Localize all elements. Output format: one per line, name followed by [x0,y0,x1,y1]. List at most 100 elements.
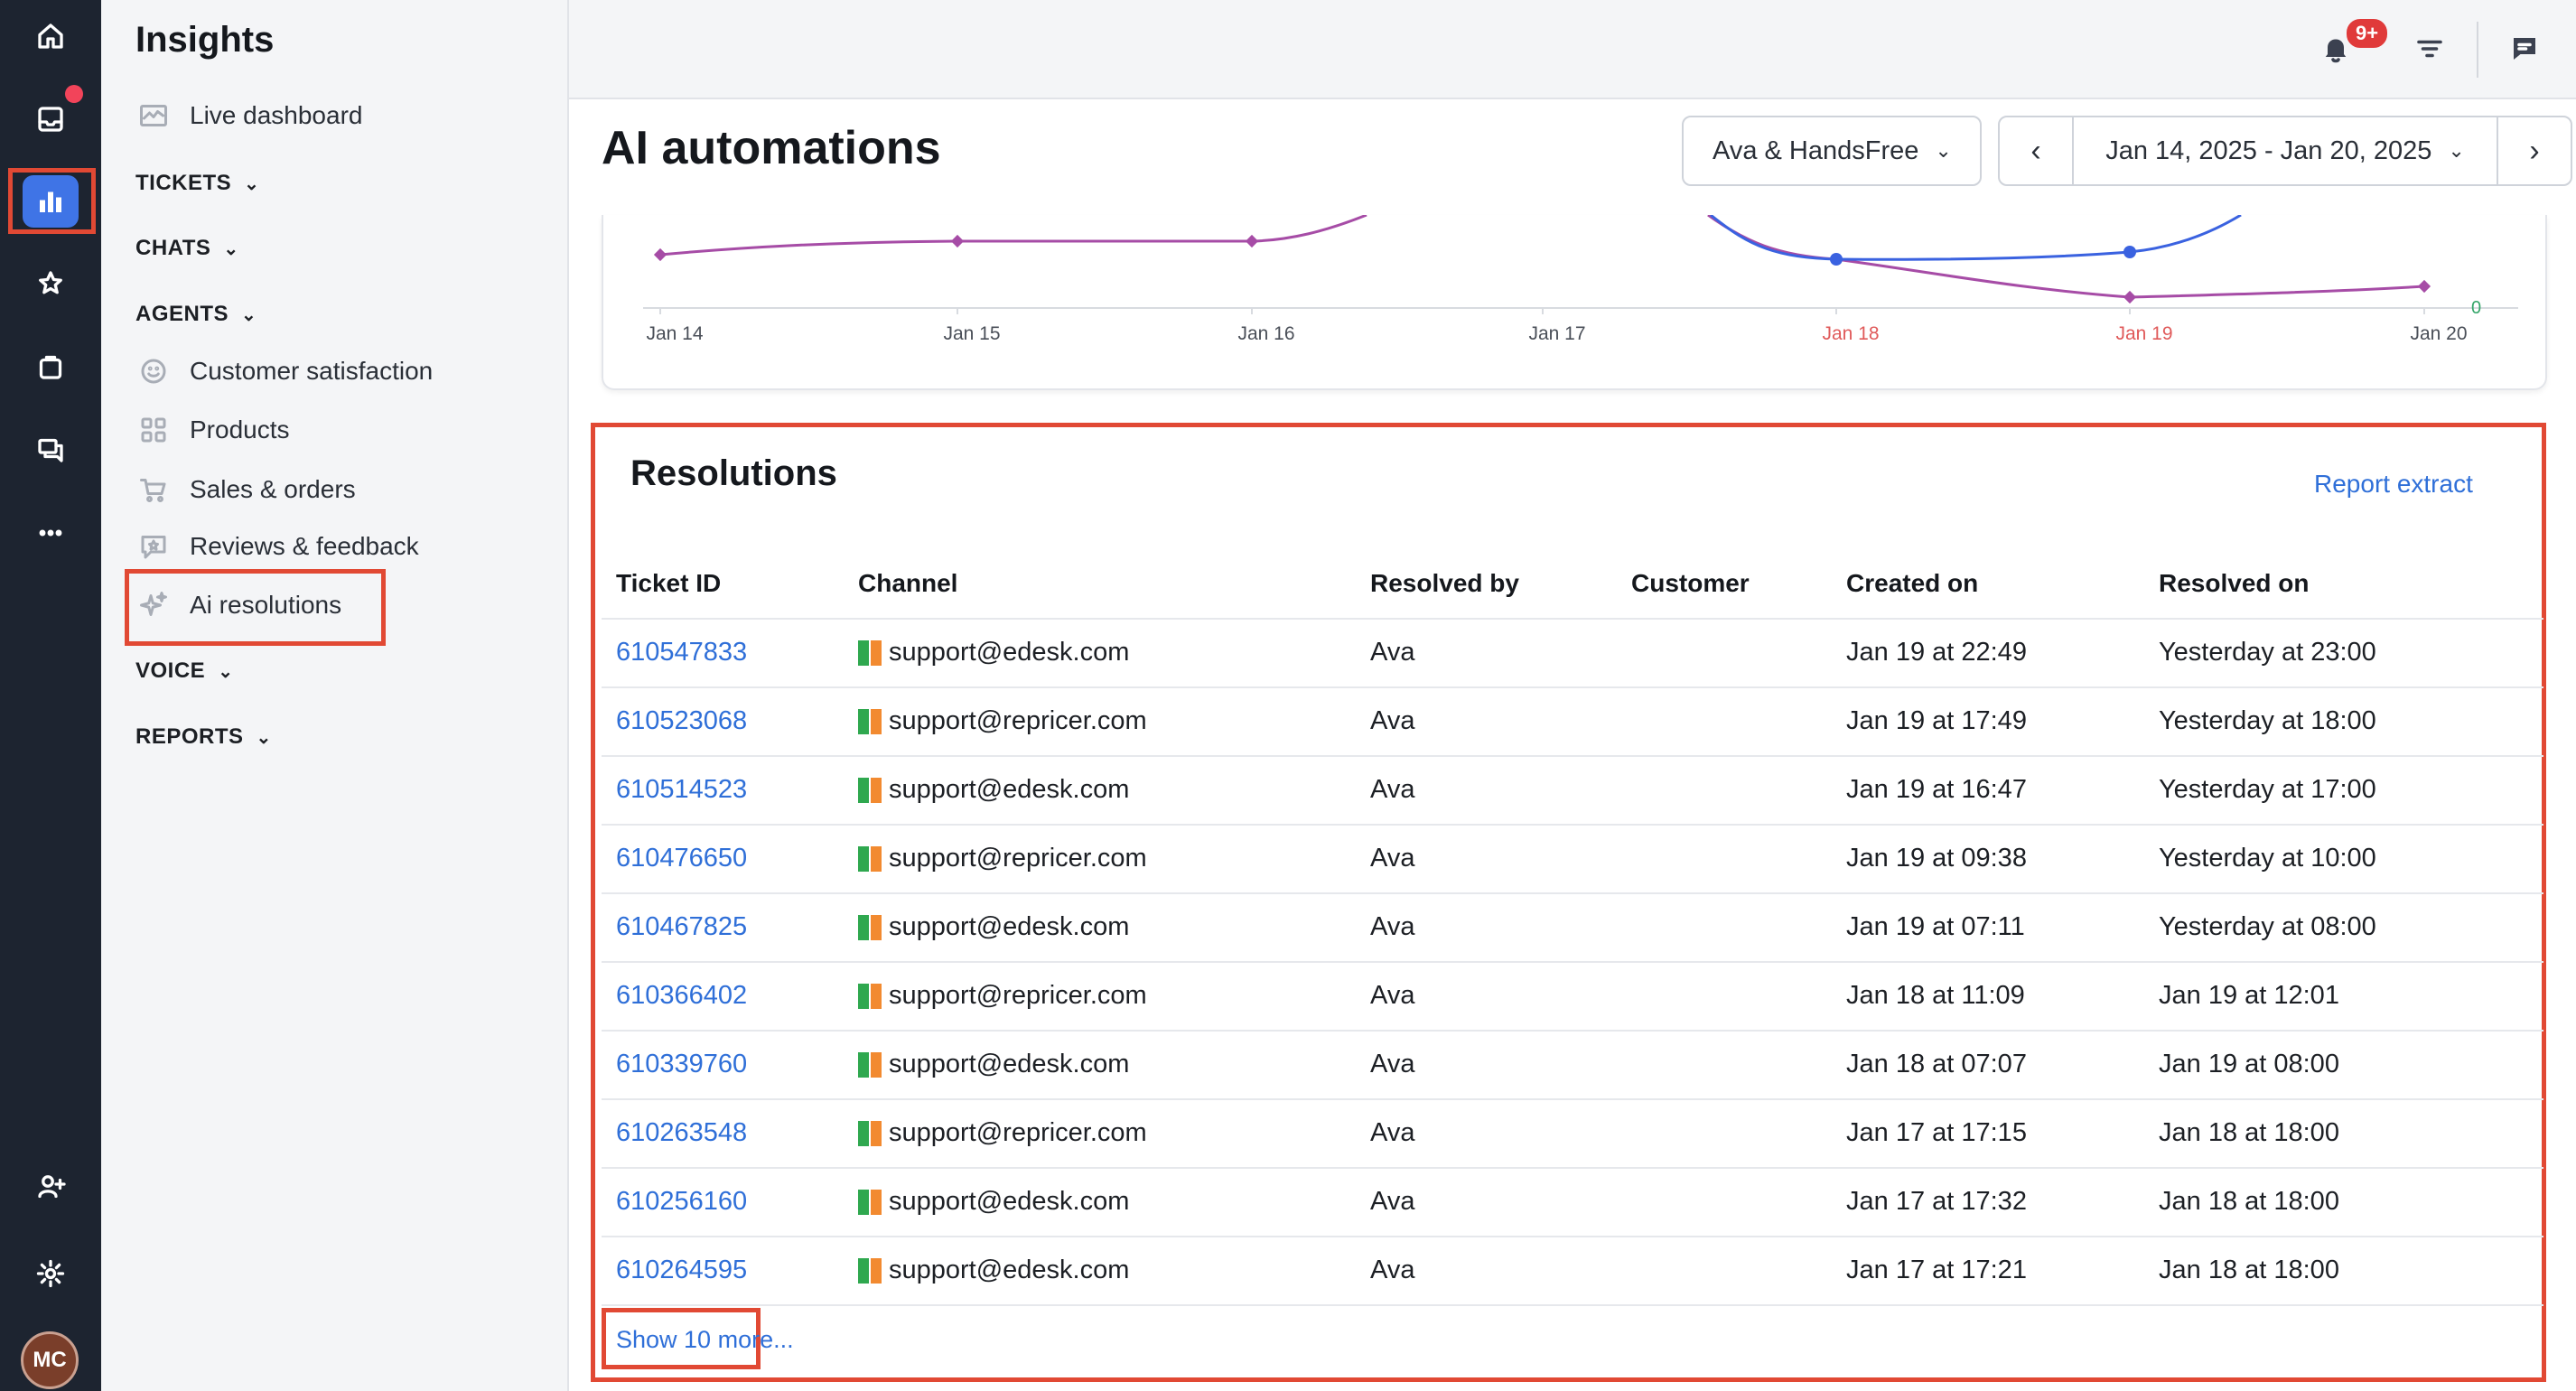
resolved-on-cell: Yesterday at 10:00 [2159,844,2376,873]
bell-icon[interactable] [2316,29,2356,69]
ticket-id-link[interactable]: 610476650 [616,844,748,873]
more-icon[interactable] [16,499,85,567]
agent-filter-dropdown[interactable]: Ava & HandsFree ⌄ [1682,116,1982,186]
line-chart: Jan 14 Jan 15 Jan 16 Jan 17 Jan 18 Jan 19 Jan … [643,215,2518,344]
top-bar [569,0,2576,99]
column-header-resolved-on[interactable]: Resolved on [2159,569,2310,597]
sidebar-title: Insights [135,20,275,60]
row-divider [602,1304,2543,1306]
sidebar-item-ai-resolutions[interactable]: Ai resolutions [137,583,341,627]
chevron-down-icon: ⌄ [218,661,234,682]
channel-flag-icon [858,915,869,941]
filter-icon[interactable] [2410,29,2450,69]
channel-flag-icon [858,1121,869,1147]
home-icon[interactable] [16,2,85,70]
sidebar-item-customer-satisfaction[interactable]: Customer satisfaction [137,350,433,393]
user-avatar[interactable]: MC [21,1331,79,1389]
smiley-icon [141,359,166,384]
chevron-down-icon: ⌄ [223,238,239,259]
insights-rail-button[interactable] [23,175,79,228]
column-header-resolved-by[interactable]: Resolved by [1370,569,1519,597]
channel-email: support@edesk.com [889,1187,1130,1216]
x-tick-label: Jan 16 [1237,323,1294,344]
ticket-id-link[interactable]: 610514523 [616,775,748,804]
channel-email: support@edesk.com [889,775,1130,804]
date-range-dropdown[interactable]: Jan 14, 2025 - Jan 20, 2025 ⌄ [2074,136,2497,166]
star-icon[interactable] [16,249,85,318]
x-tick-label: Jan 18 [1822,323,1879,344]
message-icon[interactable] [2505,29,2544,69]
resolutions-title: Resolutions [630,453,837,493]
channel-flag-icon [871,984,882,1010]
chat-bubbles-icon[interactable] [16,415,85,484]
ticket-id-link[interactable]: 610256160 [616,1187,748,1216]
data-point [1830,253,1843,266]
chart-card: Jan 14 Jan 15 Jan 16 Jan 17 Jan 18 Jan 19 Jan … [602,215,2547,390]
insights-highlight-outline [8,168,96,234]
resolved-on-cell: Yesterday at 17:00 [2159,775,2376,804]
live-dashboard-icon [140,105,167,126]
sidebar-section-reports[interactable]: REPORTS ⌄ [135,724,272,750]
add-user-icon[interactable] [16,1153,85,1221]
chevron-down-icon: ⌄ [244,173,260,194]
ticket-id-link[interactable]: 610339760 [616,1050,748,1078]
sidebar-item-reviews-feedback[interactable]: Reviews & feedback [137,525,419,568]
inbox-icon[interactable] [16,85,85,154]
channel-email: support@repricer.com [889,706,1147,735]
channel-email: support@repricer.com [889,1118,1147,1147]
row-divider [602,1236,2543,1237]
sidebar-item-label: Live dashboard [190,101,363,129]
prev-range-button[interactable]: ‹ [2000,117,2074,184]
date-range-control: ‹ Jan 14, 2025 - Jan 20, 2025 ⌄ › [1998,116,2572,186]
channel-flag-icon [871,709,882,735]
created-on-cell: Jan 19 at 22:49 [1846,638,2027,667]
bar-chart-icon [40,191,61,212]
column-header-created-on[interactable]: Created on [1846,569,1979,597]
sidebar-item-products[interactable]: Products [137,408,290,452]
created-on-cell: Jan 19 at 16:47 [1846,775,2027,804]
series-line-blue [1710,215,2242,261]
sidebar-section-agents[interactable]: AGENTS ⌄ [135,302,257,327]
created-on-cell: Jan 18 at 07:07 [1846,1050,2027,1078]
ticket-id-link[interactable]: 610366402 [616,981,748,1010]
column-header-customer[interactable]: Customer [1631,569,1750,597]
ticket-id-link[interactable]: 610523068 [616,706,748,735]
channel-cell: support@repricer.com [858,706,1147,736]
channel-flag-icon [858,640,869,667]
sidebar-item-sales-orders[interactable]: Sales & orders [137,468,356,511]
data-point [653,247,667,262]
chevron-down-icon: ⌄ [1935,139,1952,162]
channel-flag-icon [858,1052,869,1078]
shopping-bag-icon[interactable] [16,332,85,401]
ticket-id-link[interactable]: 610547833 [616,638,748,667]
next-range-button[interactable]: › [2497,117,2571,184]
resolved-on-cell: Jan 19 at 08:00 [2159,1050,2339,1078]
report-extract-link[interactable]: Report extract [2314,470,2473,498]
ticket-id-link[interactable]: 610263548 [616,1118,748,1147]
sidebar-section-tickets[interactable]: TICKETS ⌄ [135,171,259,196]
channel-cell: support@repricer.com [858,981,1147,1011]
resolved-on-cell: Yesterday at 08:00 [2159,912,2376,941]
channel-flag-icon [871,640,882,667]
resolved-by-cell: Ava [1370,706,1415,735]
sidebar-item-label: Reviews & feedback [190,532,419,560]
resolved-on-cell: Yesterday at 23:00 [2159,638,2376,667]
chevron-right-icon: › [2529,133,2540,168]
ticket-id-link[interactable]: 610264595 [616,1256,748,1284]
sidebar-item-live-dashboard[interactable]: Live dashboard [137,94,362,137]
sidebar-section-chats[interactable]: CHATS ⌄ [135,236,239,261]
column-header-channel[interactable]: Channel [858,569,958,597]
channel-email: support@edesk.com [889,1256,1130,1284]
channel-cell: support@edesk.com [858,912,1129,942]
channel-cell: support@edesk.com [858,1256,1129,1285]
sidebar-section-voice[interactable]: VOICE ⌄ [135,658,233,684]
show-more-link[interactable]: Show 10 more... [616,1326,794,1353]
channel-flag-icon [871,915,882,941]
column-header-ticket-id[interactable]: Ticket ID [616,569,722,597]
x-tick-label: Jan 15 [943,323,1000,344]
channel-flag-icon [871,846,882,873]
channel-email: support@edesk.com [889,1050,1130,1078]
ticket-id-link[interactable]: 610467825 [616,912,748,941]
settings-icon[interactable] [16,1239,85,1308]
date-range-value: Jan 14, 2025 - Jan 20, 2025 [2105,135,2432,165]
